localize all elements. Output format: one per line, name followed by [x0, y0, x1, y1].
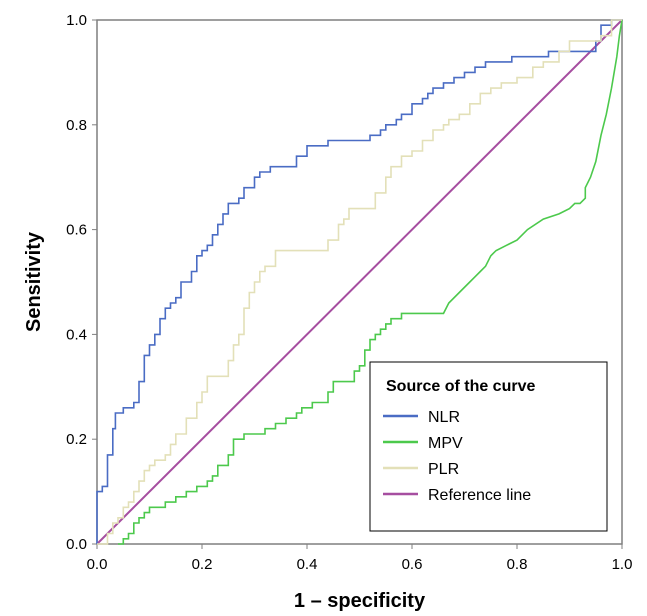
legend-label-mpv: MPV	[428, 435, 463, 452]
series-line-nlr	[96, 19, 622, 544]
x-tick-label: 0.8	[507, 556, 528, 573]
y-tick-label: 0.8	[66, 117, 87, 134]
series-line-plr	[97, 19, 622, 545]
series-line-reference-line	[96, 19, 623, 545]
series-group	[96, 19, 623, 545]
x-tick-label: 0.4	[297, 556, 318, 573]
x-tick-label: 0.6	[402, 556, 423, 573]
x-tick-label: 0.2	[192, 556, 213, 573]
y-tick-label: 0.6	[66, 222, 87, 239]
legend-box	[369, 361, 608, 532]
x-axis-title: 1 – specificity	[294, 590, 426, 612]
y-tick-label: 0.0	[66, 536, 87, 553]
axis-ticks: 0.0 0.2 0.4 0.6 0.8 1.0 0.0 0.2 0.4 0.6 0.8 1.0	[66, 12, 632, 573]
legend-label-nlr: NLR	[428, 409, 460, 426]
x-tick-label: 1.0	[612, 556, 633, 573]
legend: Source of the curve NLR MPV PLR Reference l…	[369, 361, 608, 532]
y-tick-label: 1.0	[66, 12, 87, 29]
y-tick-label: 0.4	[66, 326, 87, 343]
legend-label-plr: PLR	[428, 461, 459, 478]
series-line-mpv	[118, 19, 623, 545]
y-axis-title: Sensitivity	[23, 231, 45, 332]
y-tick-label: 0.2	[66, 431, 87, 448]
legend-title: Source of the curve	[386, 378, 535, 395]
legend-items: NLR MPV PLR Reference line	[383, 409, 531, 504]
x-tick-label: 0.0	[87, 556, 108, 573]
legend-label-reference-line: Reference line	[428, 487, 531, 504]
